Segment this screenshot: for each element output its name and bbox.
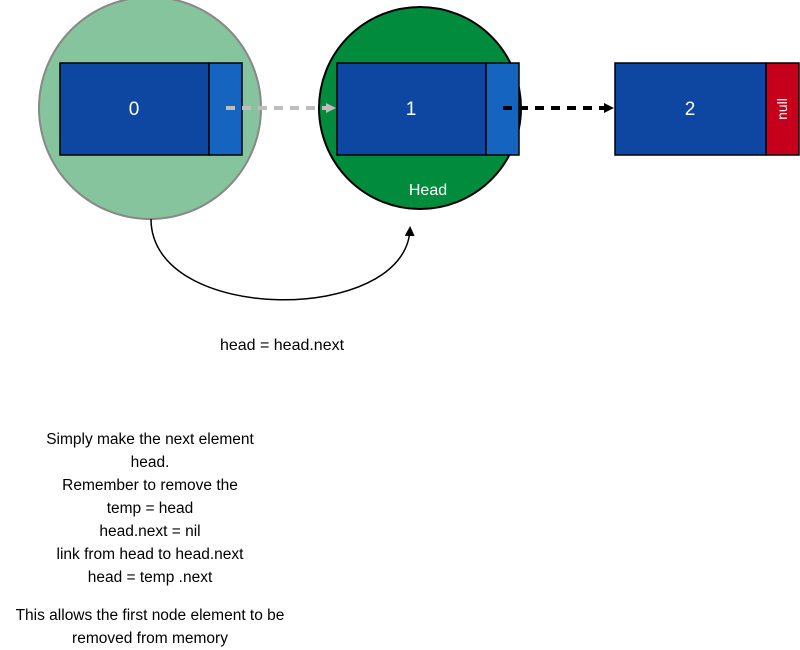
- node-1-value: 1: [406, 99, 417, 120]
- node-0-pointer-cell: [208, 62, 243, 156]
- node-1-pointer-cell: [485, 62, 520, 156]
- notes-line: link from head to head.next: [56, 546, 244, 563]
- notes-text: Simply make the next element head. Remem…: [0, 428, 300, 650]
- notes-line: Remember to remove the: [62, 477, 238, 494]
- node-2: 2 null: [614, 62, 800, 156]
- node-2-value: 2: [685, 99, 696, 120]
- head-reassign-label: head = head.next: [220, 337, 345, 354]
- node-1: 1: [336, 62, 520, 156]
- notes-line: temp = head: [106, 500, 194, 517]
- head-marker-label: Head: [409, 182, 447, 199]
- notes-line: head.: [130, 454, 170, 471]
- node-0: 0: [59, 62, 243, 156]
- notes-footer-line: removed from memory: [72, 630, 228, 647]
- node-2-null-cell: [765, 62, 800, 156]
- notes-footer-line: This allows the first node element to be: [15, 607, 285, 624]
- head-reassign-arrow: [150, 218, 415, 301]
- notes-gap: [0, 589, 300, 604]
- notes-line: head.next = nil: [99, 523, 201, 540]
- null-label: null: [774, 98, 790, 120]
- notes-line: head = temp .next: [87, 569, 213, 586]
- node-0-value: 0: [129, 99, 140, 120]
- notes-line: Simply make the next element: [46, 431, 254, 448]
- node-0-body: [59, 62, 210, 156]
